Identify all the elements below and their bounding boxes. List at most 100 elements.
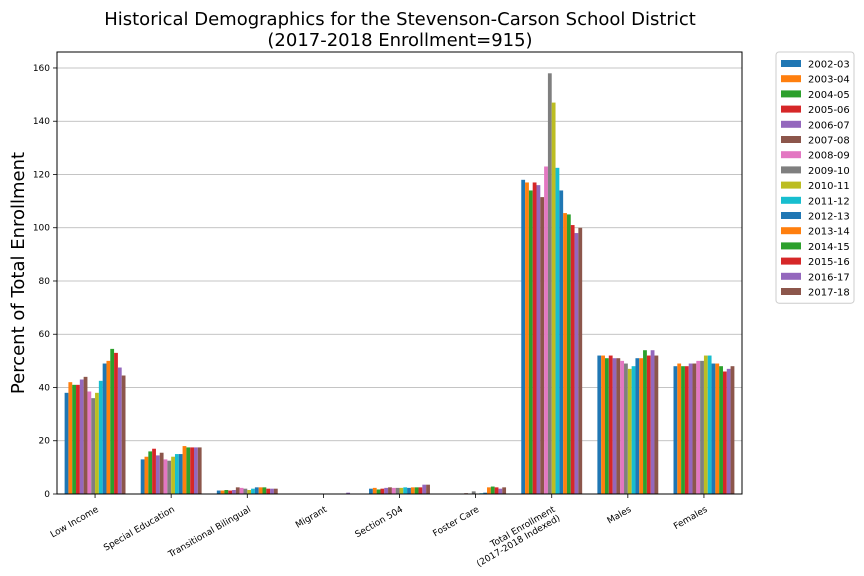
legend-label: 2002-03 bbox=[808, 60, 850, 71]
bar bbox=[490, 486, 495, 494]
x-tick-label: Males bbox=[606, 505, 634, 527]
legend-label: 2015-16 bbox=[808, 257, 850, 268]
y-tick-label: 80 bbox=[39, 277, 51, 287]
bar bbox=[251, 488, 255, 494]
legend-swatch bbox=[781, 257, 801, 265]
x-tick-label: Total Enrollment(2017-2018 Indexed) bbox=[470, 505, 562, 570]
bar bbox=[167, 460, 172, 494]
legend-label: 2014-15 bbox=[808, 242, 850, 253]
bar bbox=[110, 348, 115, 494]
legend-label: 2016-17 bbox=[808, 272, 850, 283]
x-tick-label: Low Income bbox=[49, 505, 101, 541]
bar bbox=[707, 355, 712, 494]
legend-swatch bbox=[781, 60, 801, 67]
x-tick-label: Transitional Bilingual bbox=[166, 505, 253, 561]
bar bbox=[376, 489, 381, 494]
bar bbox=[220, 490, 225, 494]
bar bbox=[114, 352, 118, 494]
bar bbox=[563, 213, 567, 494]
bar bbox=[224, 490, 229, 494]
bar bbox=[140, 459, 145, 494]
bar bbox=[528, 190, 533, 494]
bar bbox=[102, 363, 107, 494]
y-axis-label: Percent of Total Enrollment bbox=[8, 152, 29, 394]
bar bbox=[182, 446, 187, 494]
y-tick-label: 100 bbox=[33, 224, 50, 234]
bar bbox=[559, 190, 564, 494]
y-tick-label: 120 bbox=[33, 170, 50, 180]
bar bbox=[650, 350, 655, 494]
bar bbox=[422, 484, 427, 494]
legend-label: 2007-08 bbox=[808, 136, 850, 147]
bar bbox=[544, 166, 548, 495]
legend-label: 2006-07 bbox=[808, 120, 850, 131]
bar bbox=[72, 384, 77, 494]
legend-label: 2005-06 bbox=[808, 105, 850, 116]
bar bbox=[76, 384, 80, 494]
bar bbox=[262, 487, 267, 494]
bar bbox=[688, 363, 693, 494]
bar bbox=[186, 447, 191, 494]
bar bbox=[624, 363, 628, 494]
bar bbox=[117, 367, 122, 494]
bars-group bbox=[64, 73, 735, 495]
bar bbox=[273, 488, 278, 494]
bar bbox=[673, 366, 678, 494]
bar bbox=[608, 355, 613, 494]
bar bbox=[715, 363, 720, 494]
bar bbox=[551, 102, 556, 494]
bar bbox=[384, 487, 389, 494]
y-tick-label: 20 bbox=[39, 437, 51, 447]
bar bbox=[605, 358, 609, 494]
bar bbox=[254, 487, 259, 494]
bar bbox=[399, 487, 404, 494]
bar bbox=[232, 490, 236, 494]
y-tick-label: 40 bbox=[39, 383, 51, 393]
chart-subtitle: (2017-2018 Enrollment=915) bbox=[267, 30, 532, 51]
x-axis-ticks: Low Income Special EducationTransitional … bbox=[49, 494, 710, 570]
bar bbox=[494, 487, 499, 494]
legend-swatch bbox=[781, 212, 801, 219]
bar bbox=[148, 451, 153, 494]
bar bbox=[91, 398, 96, 494]
bar bbox=[502, 487, 507, 494]
bar bbox=[346, 492, 351, 494]
bar bbox=[498, 488, 503, 494]
bar bbox=[152, 448, 156, 494]
bar bbox=[407, 487, 411, 494]
legend: 2002-03 2003-04 2004-05 2005-06 2006-07 2007-… bbox=[775, 51, 855, 304]
bar bbox=[216, 490, 221, 494]
bar bbox=[703, 355, 708, 494]
bar bbox=[639, 358, 644, 494]
bar bbox=[525, 182, 529, 494]
legend-swatch bbox=[781, 136, 801, 143]
bar bbox=[68, 382, 73, 494]
chart-title: Historical Demographics for the Stevenso… bbox=[104, 9, 696, 30]
bar bbox=[536, 185, 541, 495]
bar bbox=[155, 455, 160, 494]
legend-swatch bbox=[781, 181, 801, 189]
bar bbox=[64, 392, 69, 494]
legend-swatch bbox=[781, 272, 801, 280]
bar bbox=[616, 358, 621, 494]
legend-swatch bbox=[781, 227, 801, 235]
bar bbox=[414, 487, 419, 494]
bar bbox=[163, 459, 168, 494]
legend-label: 2012-13 bbox=[808, 212, 850, 223]
bar bbox=[372, 487, 377, 494]
y-tick-label: 60 bbox=[39, 330, 51, 340]
legend-label: 2008-09 bbox=[808, 151, 850, 162]
bar bbox=[270, 488, 274, 494]
bar bbox=[696, 360, 701, 494]
bar bbox=[483, 492, 488, 494]
bar bbox=[418, 487, 423, 494]
bar bbox=[540, 197, 545, 495]
bar bbox=[635, 358, 640, 494]
bar bbox=[570, 225, 575, 494]
bar bbox=[578, 227, 583, 495]
bar bbox=[574, 233, 579, 494]
bar bbox=[471, 491, 476, 494]
bar bbox=[247, 490, 252, 494]
legend-label: 2004-05 bbox=[808, 90, 850, 101]
bar bbox=[631, 366, 636, 494]
